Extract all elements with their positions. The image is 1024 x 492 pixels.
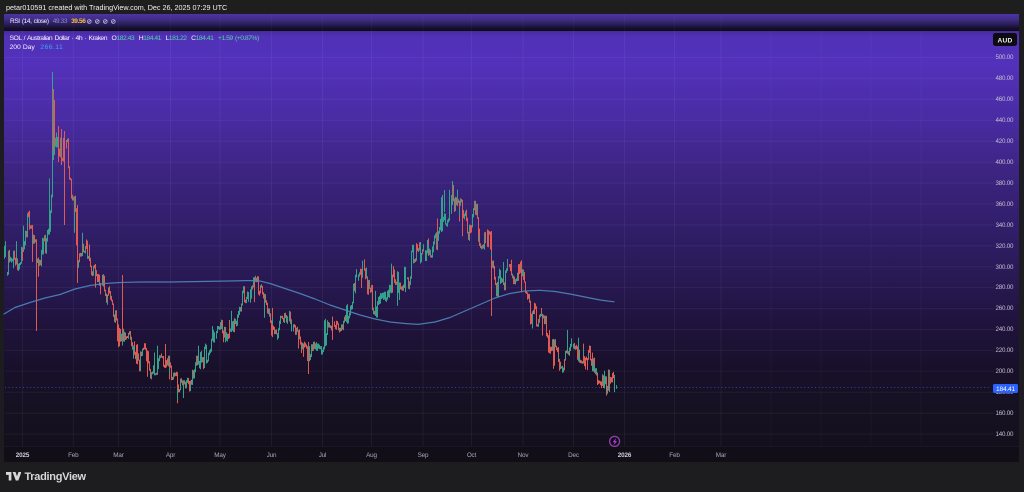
svg-text:184.41: 184.41 [996,385,1016,392]
svg-text:AUD: AUD [998,38,1013,45]
